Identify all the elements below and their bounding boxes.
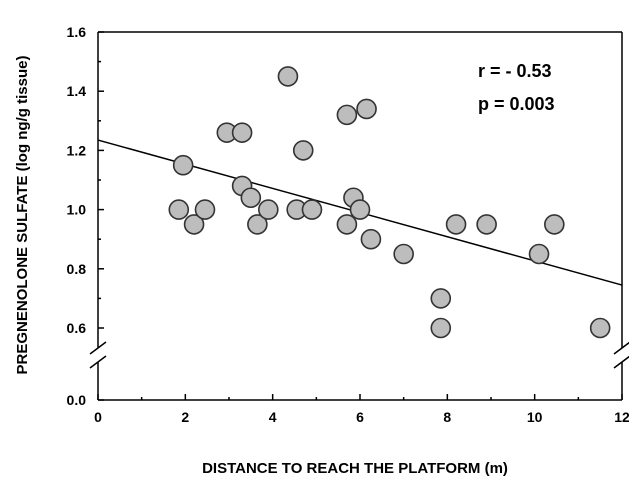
data-point [247, 214, 268, 235]
data-point [356, 98, 377, 120]
x-tick-label: 12 [614, 409, 629, 425]
ticks-group: 0 2 4 6 8 10 12 0.6 0.8 1.0 1.2 1.4 1.6 0.0 [67, 24, 629, 425]
data-point [589, 317, 611, 339]
data-point [544, 214, 565, 235]
data-point [168, 199, 190, 220]
x-tick-label: 6 [356, 409, 364, 425]
x-tick-label: 8 [443, 409, 451, 425]
y-tick-label: 0.6 [67, 320, 87, 336]
y-tick-label: 1.0 [67, 202, 87, 218]
data-point [240, 187, 262, 209]
x-axis-title: DISTANCE TO REACH THE PLATFORM (m) [202, 460, 508, 477]
y-tick-label: 1.6 [67, 24, 87, 40]
data-point [292, 140, 314, 161]
axis-break-mark-left-lower [89, 355, 107, 369]
points-group [168, 66, 611, 339]
data-point [231, 122, 253, 143]
data-point [360, 228, 382, 250]
y-tick-label: 1.4 [67, 83, 87, 99]
data-point [430, 317, 452, 339]
x-tick-label: 10 [527, 409, 543, 425]
y-tick-label: 0.0 [67, 392, 87, 408]
axis-break-mark-right-upper [613, 341, 629, 355]
data-point [430, 288, 452, 309]
y-axis-title: PREGNENOLONE SULFATE (log ng/g tissue) [14, 56, 31, 375]
p-value-annotation: p = 0.003 [478, 94, 555, 114]
data-point [257, 199, 279, 220]
data-point [336, 104, 358, 126]
y-tick-label: 0.8 [67, 261, 87, 277]
x-tick-label: 4 [269, 409, 277, 425]
data-point [336, 214, 358, 235]
axis-break-mark-right-lower [613, 355, 629, 369]
axis-break-mark-left-upper [89, 341, 107, 355]
x-tick-label: 2 [181, 409, 189, 425]
data-point [393, 243, 414, 265]
data-point [349, 199, 371, 220]
data-point [476, 214, 497, 235]
data-point [301, 199, 323, 220]
data-point [277, 66, 299, 87]
y-tick-label: 1.2 [67, 142, 87, 158]
data-point [194, 199, 216, 220]
data-point [183, 214, 205, 235]
data-point [445, 214, 467, 235]
x-tick-label: 0 [94, 409, 102, 425]
data-point [528, 243, 550, 265]
data-point [172, 154, 194, 176]
correlation-annotation: r = - 0.53 [478, 61, 552, 81]
labels-group: r = - 0.53 p = 0.003 DISTANCE TO REACH T… [14, 56, 555, 477]
